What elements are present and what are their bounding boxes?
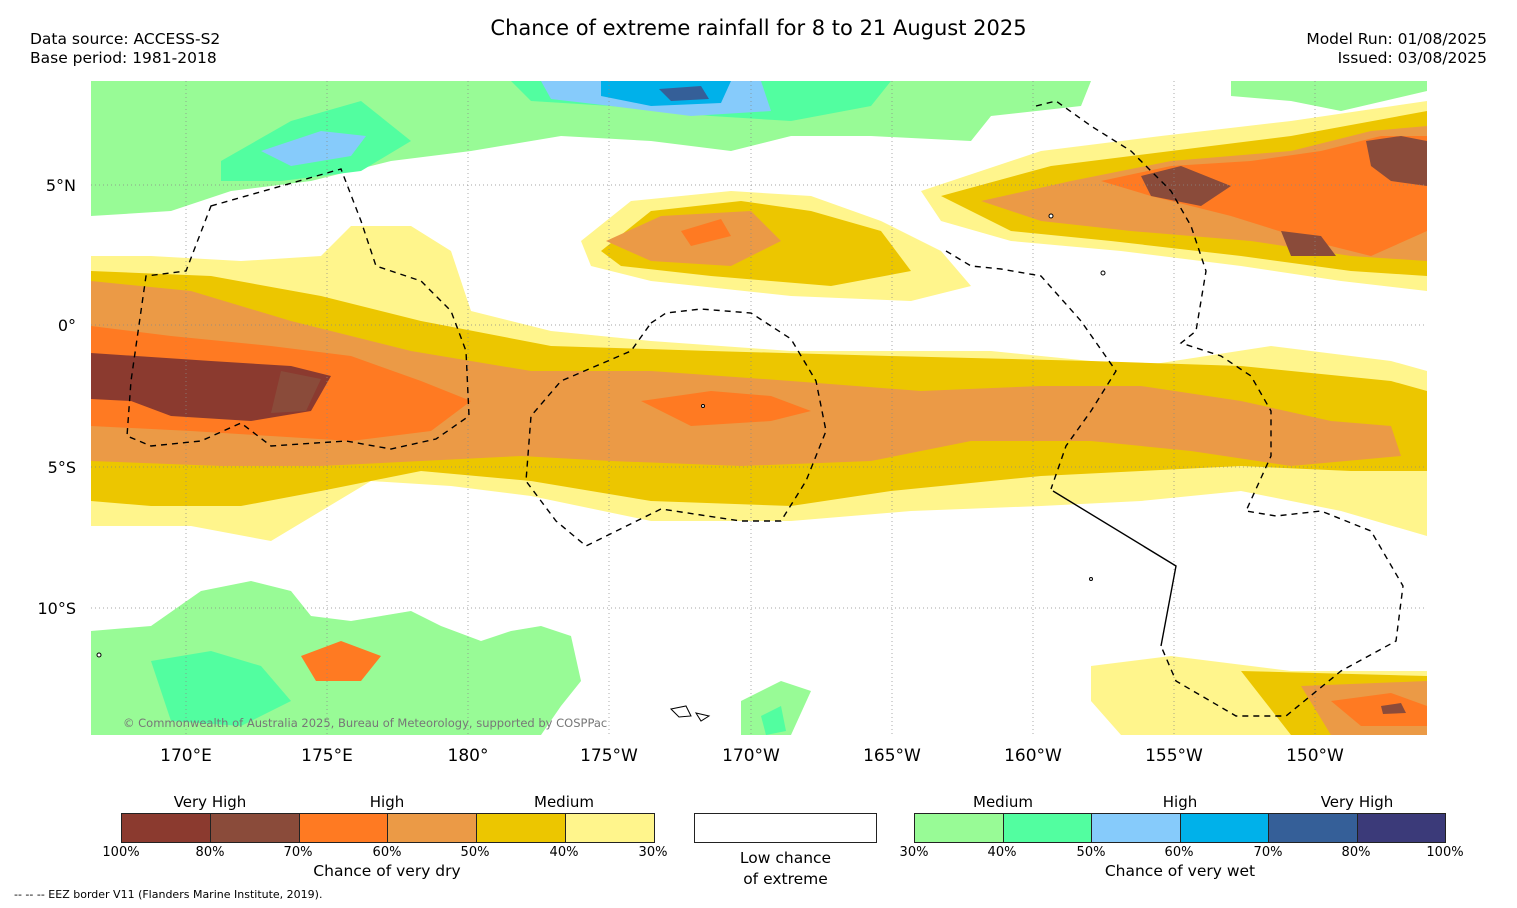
base-period-text: Base period: 1981-2018 [30, 49, 217, 67]
wet-swatch-4 [1180, 814, 1269, 842]
eez-footnote: -- -- -- EEZ border V11 (Flanders Marine… [14, 888, 323, 901]
dry-tick-2: 80% [195, 845, 225, 860]
dry-swatch-3 [299, 814, 389, 842]
legend-dry-colorbar [121, 813, 655, 843]
lon-label-175w: 175°W [580, 746, 638, 766]
lon-label-160w: 160°W [1004, 746, 1062, 766]
copyright-notice: © Commonwealth of Australia 2025, Bureau… [123, 716, 608, 730]
lat-label-0: 0° [57, 316, 76, 335]
wet-tick-6: 80% [1341, 845, 1371, 860]
dry-swatch-2 [210, 814, 300, 842]
low-chance-caption: Low chance of extreme [694, 848, 877, 890]
lat-label-5n: 5°N [45, 176, 76, 195]
dry-swatch-1 [122, 814, 211, 842]
run-info: Model Run: 01/08/2025 Issued: 03/08/2025 [1306, 30, 1487, 68]
legend-wet-medium: Medium [973, 793, 1033, 811]
legend-wet-high: High [1162, 793, 1198, 811]
wet-tick-2: 40% [987, 845, 1017, 860]
rainfall-map: © Commonwealth of Australia 2025, Bureau… [91, 81, 1427, 735]
wet-tick-3: 50% [1076, 845, 1106, 860]
wet-tick-4: 60% [1164, 845, 1194, 860]
legend-wet-colorbar [914, 813, 1446, 843]
legend-wet-caption: Chance of very wet [1104, 862, 1256, 880]
low-chance-swatch [694, 813, 877, 843]
dry-tick-1: 100% [102, 845, 140, 860]
lon-label-180: 180° [447, 746, 489, 766]
rainfall-map-svg [91, 81, 1427, 735]
dry-tick-4: 60% [372, 845, 402, 860]
lat-label-10s: 10°S [37, 599, 76, 618]
wet-swatch-2 [1003, 814, 1092, 842]
map-title: Chance of extreme rainfall for 8 to 21 A… [490, 16, 1027, 40]
model-run-text: Model Run: 01/08/2025 [1306, 30, 1487, 48]
lat-label-5s: 5°S [47, 458, 76, 477]
wet-tick-1: 30% [899, 845, 929, 860]
issued-text: Issued: 03/08/2025 [1337, 49, 1487, 67]
wet-tick-5: 70% [1253, 845, 1283, 860]
legend-dry-medium: Medium [534, 793, 594, 811]
dry-swatch-5 [477, 814, 567, 842]
lon-label-150w: 150°W [1286, 746, 1344, 766]
data-source-text: Data source: ACCESS-S2 [30, 30, 221, 48]
eez-borders [126, 100, 1404, 717]
boundary-line [1052, 490, 1177, 647]
dry-swatch-4 [388, 814, 478, 842]
low-chance-line2: of extreme [743, 870, 828, 888]
dry-swatch-6 [566, 814, 654, 842]
lon-label-155w: 155°W [1145, 746, 1203, 766]
dry-tick-7: 30% [638, 845, 668, 860]
lon-label-170e: 170°E [160, 746, 212, 766]
lon-label-165w: 165°W [863, 746, 921, 766]
wet-swatch-6 [1357, 814, 1445, 842]
wet-swatch-3 [1092, 814, 1181, 842]
islands [96, 213, 1106, 722]
wet-tick-7: 100% [1426, 845, 1464, 860]
legend-dry-high: High [369, 793, 405, 811]
legend-dry-caption: Chance of very dry [313, 862, 461, 880]
data-source-info: Data source: ACCESS-S2 Base period: 1981… [30, 30, 220, 68]
legend-wet-very-high: Very High [1320, 793, 1394, 811]
lon-label-175e: 175°E [301, 746, 353, 766]
dry-tick-6: 40% [549, 845, 579, 860]
low-chance-line1: Low chance [739, 849, 832, 867]
dry-tick-5: 50% [460, 845, 490, 860]
wet-swatch-1 [915, 814, 1004, 842]
graticule [91, 81, 1427, 735]
legend-dry-very-high: Very High [173, 793, 247, 811]
dry-tick-3: 70% [283, 845, 313, 860]
wet-swatch-5 [1269, 814, 1358, 842]
lon-label-170w: 170°W [722, 746, 780, 766]
